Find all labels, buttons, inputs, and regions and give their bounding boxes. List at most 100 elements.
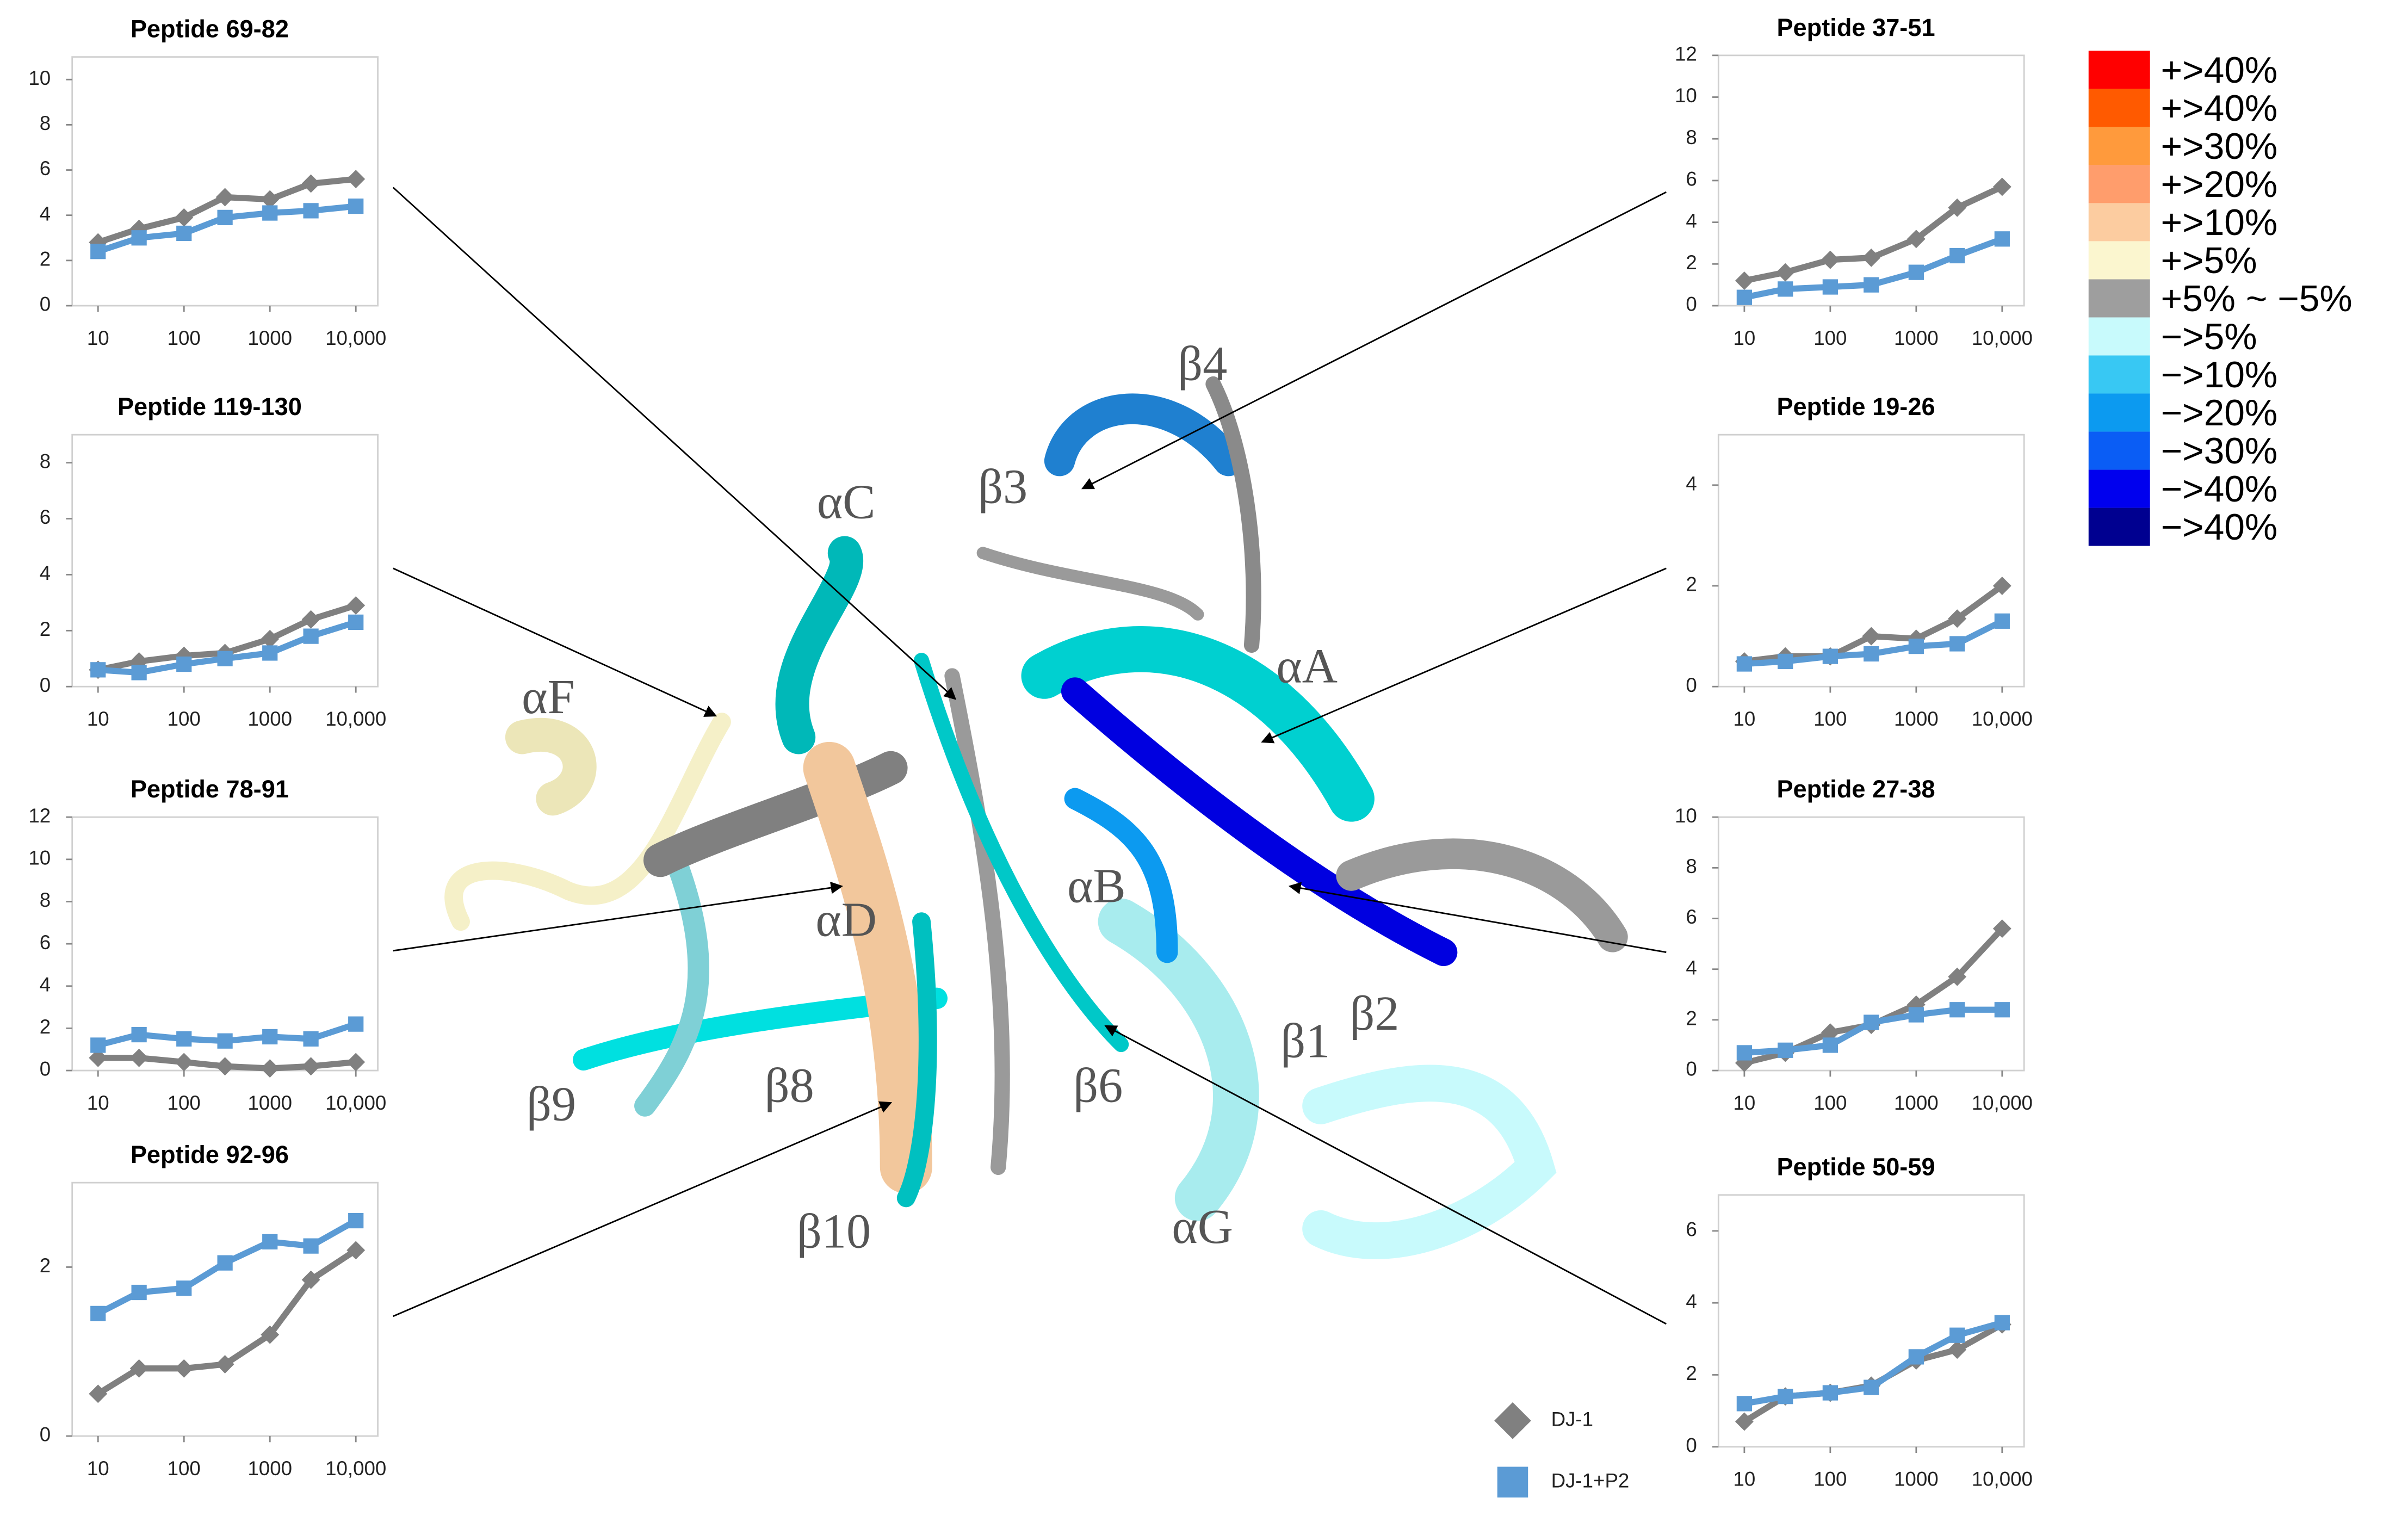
structure-label: β2 <box>1350 986 1399 1041</box>
chart-title: Peptide 119-130 <box>117 393 302 420</box>
point <box>215 1057 234 1076</box>
line-chart: Peptide 78-91 0 2 4 6 8 10 12 10 100 1000 10,000 <box>28 775 386 1114</box>
point <box>1736 1396 1752 1412</box>
point <box>1994 613 2010 629</box>
structure-label: β9 <box>527 1076 576 1131</box>
structure-label: αD <box>815 892 877 947</box>
x-tick-label: 100 <box>1813 1092 1847 1114</box>
y-tick-label: 0 <box>1686 1434 1697 1456</box>
y-tick-label: 4 <box>1686 472 1697 494</box>
x-tick-label: 10,000 <box>325 1092 386 1114</box>
x-tick-label: 1000 <box>247 1457 292 1480</box>
y-tick-label: 0 <box>1686 1058 1697 1080</box>
legend-swatch <box>1494 1402 1531 1439</box>
x-tick-label: 100 <box>168 327 201 349</box>
chart-title: Peptide 78-91 <box>131 775 289 803</box>
scale-swatch <box>2088 355 2150 394</box>
point <box>1735 1412 1754 1431</box>
x-tick-label: 10,000 <box>1972 327 2033 349</box>
y-tick-label: 4 <box>1686 956 1697 979</box>
structure-label: αB <box>1067 858 1126 913</box>
point <box>1736 656 1752 672</box>
point <box>303 203 319 219</box>
plot-frame <box>71 1181 379 1437</box>
chart-title: Peptide 27-38 <box>1776 775 1935 803</box>
scale-label: −>30% <box>2161 431 2277 472</box>
structure-label: αA <box>1276 639 1338 694</box>
point <box>1948 609 1967 628</box>
point <box>1864 277 1879 293</box>
point <box>131 1026 147 1043</box>
x-tick-label: 10 <box>87 1092 109 1114</box>
x-tick-label: 100 <box>168 1092 201 1114</box>
point <box>1992 177 2011 196</box>
y-tick-label: 6 <box>1686 168 1697 190</box>
y-tick-label: 0 <box>40 674 51 696</box>
line-chart: Peptide 27-38 0 2 4 6 8 10 10 100 1000 10,000 <box>1675 775 2033 1114</box>
point <box>301 174 320 193</box>
y-tick-label: 6 <box>1686 906 1697 928</box>
structure-label: αG <box>1172 1199 1233 1254</box>
point <box>346 1053 366 1072</box>
x-tick-label: 100 <box>168 1457 201 1480</box>
point <box>303 628 319 644</box>
line-chart: Peptide 19-26 0 2 4 10 100 1000 10,000 <box>1686 393 2033 730</box>
structure-label: αC <box>817 474 876 529</box>
structure-label: β10 <box>797 1204 871 1259</box>
point <box>175 208 194 227</box>
x-tick-label: 10,000 <box>1972 1468 2033 1490</box>
point <box>1821 250 1840 269</box>
point <box>1736 289 1752 305</box>
x-tick-label: 10 <box>87 1457 109 1480</box>
point <box>1908 639 1924 654</box>
x-tick-label: 10 <box>87 327 109 349</box>
structure-label: β4 <box>1178 336 1227 391</box>
scale-label: +>10% <box>2161 202 2277 243</box>
x-tick-label: 10,000 <box>325 708 386 730</box>
plot-frame <box>1717 54 2025 307</box>
x-tick-label: 10,000 <box>325 327 386 349</box>
scale-label: −>5% <box>2161 317 2257 357</box>
chart-title: Peptide 50-59 <box>1776 1153 1935 1181</box>
chart-title: Peptide 37-51 <box>1776 14 1935 41</box>
x-tick-label: 1000 <box>247 708 292 730</box>
y-tick-label: 2 <box>40 1016 51 1038</box>
x-tick-label: 100 <box>1813 1468 1847 1490</box>
point <box>1908 1007 1924 1023</box>
scale-swatch <box>2088 203 2150 242</box>
point <box>1822 648 1838 664</box>
x-tick-label: 1000 <box>1894 327 1939 349</box>
point <box>348 1016 364 1032</box>
point <box>131 1284 147 1301</box>
legend: DJ-1 DJ-1+P2 <box>1494 1402 1629 1498</box>
x-tick-label: 1000 <box>1894 708 1939 730</box>
point <box>262 645 278 661</box>
y-tick-label: 10 <box>1675 805 1697 827</box>
scale-swatch <box>2088 89 2150 127</box>
line-chart: Peptide 69-82 0 2 4 6 8 10 10 100 1000 10,000 <box>28 15 386 349</box>
y-tick-label: 4 <box>1686 209 1697 232</box>
scale-swatch <box>2088 393 2150 432</box>
x-tick-label: 100 <box>1813 327 1847 349</box>
y-tick-label: 6 <box>40 157 51 180</box>
x-tick-label: 10 <box>87 708 109 730</box>
point <box>1949 636 1965 652</box>
point <box>1776 263 1795 282</box>
scale-swatch <box>2088 165 2150 203</box>
x-tick-label: 10 <box>1733 708 1755 730</box>
point <box>261 190 280 209</box>
y-tick-label: 2 <box>1686 1007 1697 1030</box>
point <box>176 225 192 242</box>
y-tick-label: 6 <box>40 931 51 954</box>
legend-label: DJ-1 <box>1551 1408 1593 1430</box>
point <box>348 198 364 214</box>
structure-label: β1 <box>1280 1013 1330 1068</box>
point <box>348 1212 364 1229</box>
structure-label: β8 <box>765 1057 814 1112</box>
point <box>346 170 366 189</box>
point <box>1949 1327 1965 1343</box>
point <box>1992 919 2011 938</box>
point <box>175 1053 194 1072</box>
point <box>1864 1014 1879 1030</box>
scale-label: +>30% <box>2161 126 2277 167</box>
